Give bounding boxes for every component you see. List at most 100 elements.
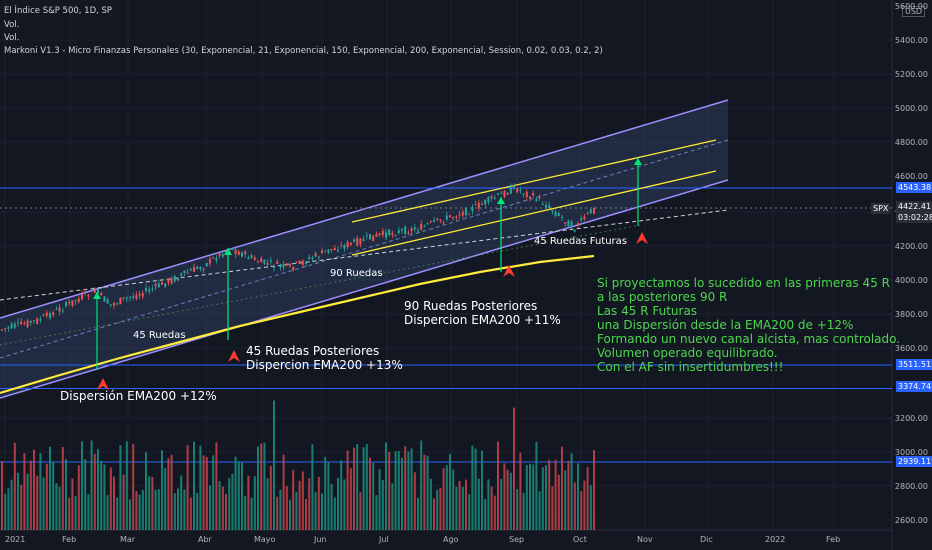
candle-body-14	[45, 312, 48, 316]
volume-bar-31	[100, 460, 103, 530]
volume-bar-151	[484, 499, 487, 530]
volume-bar-59	[189, 497, 192, 530]
volume-bar-30	[97, 448, 99, 530]
candle-body-62	[199, 267, 202, 269]
volume-bar-96	[308, 478, 311, 530]
candle-body-53	[170, 278, 173, 284]
red-arrow-1	[228, 350, 240, 362]
candle-body-27	[87, 294, 90, 297]
volume-bar-167	[535, 441, 538, 530]
price-label-3: 5000.00	[894, 104, 928, 113]
volume-bar-123	[394, 451, 397, 530]
volume-bar-43	[138, 494, 141, 530]
candle-body-145	[465, 207, 467, 216]
candle-body-10	[33, 320, 35, 322]
volume-bar-106	[340, 460, 343, 530]
volume-bar-21	[68, 497, 71, 530]
annotation-post45-line2: Dispercion EMA200 +13%	[246, 358, 403, 372]
volume-bar-99	[317, 476, 320, 530]
candle-body-23	[74, 300, 77, 302]
candle-body-143	[458, 214, 461, 216]
candle-body-34	[109, 304, 112, 306]
volume-bar-117	[375, 495, 378, 530]
volume-bar-10	[33, 449, 35, 530]
candle-body-169	[541, 204, 544, 206]
candle-body-77	[247, 257, 250, 260]
volume-bar-17	[55, 483, 58, 530]
volume-bar-173	[554, 459, 557, 530]
volume-bar-69	[221, 486, 224, 530]
candle-body-159	[509, 186, 512, 194]
volume-bar-90	[289, 499, 291, 530]
candle-body-182	[583, 216, 586, 219]
symbol-title[interactable]: El Índice S&P 500, 1D, SP	[4, 6, 113, 16]
volume-bar-2	[7, 488, 10, 530]
volume-bar-5	[17, 472, 19, 530]
candle-body-81	[260, 258, 263, 263]
volume-bar-140	[449, 453, 451, 530]
candle-body-183	[586, 213, 589, 215]
time-label-2: Mar	[120, 535, 136, 544]
price-label-8: 4000.00	[894, 276, 928, 285]
candle-body-1	[4, 328, 7, 330]
volume-bar-148	[474, 448, 477, 530]
time-label-3: Abr	[198, 535, 212, 544]
volume-bar-142	[455, 486, 458, 530]
candle-body-58	[186, 272, 189, 274]
volume-bar-84	[269, 466, 272, 530]
volume-bar-103	[330, 483, 333, 530]
volume-bar-57	[183, 489, 186, 530]
candle-body-18	[58, 307, 61, 312]
candle-body-110	[353, 239, 355, 242]
volume-bar-7	[23, 453, 26, 530]
annotation-post90-line1: 90 Ruedas Posteriores	[404, 299, 538, 313]
price-tag-6: 2939.11	[896, 456, 932, 467]
volume-bar-108	[346, 450, 349, 530]
volume-bar-159	[509, 472, 512, 530]
volume-bar-137	[439, 488, 442, 530]
candle-body-30	[97, 289, 99, 293]
time-label-0: 2021	[5, 535, 26, 544]
candle-body-63	[202, 268, 205, 270]
volume-bar-45	[145, 452, 147, 530]
volume-bar-53	[170, 454, 173, 530]
volume-bar-60	[193, 441, 195, 530]
candle-body-7	[23, 323, 26, 325]
volume-bar-184	[589, 485, 592, 530]
volume-bar-179	[573, 482, 576, 530]
candle-body-5	[17, 321, 19, 323]
annotation-45-ruedas: 45 Ruedas	[133, 330, 186, 341]
outer-channel-mid	[0, 139, 729, 359]
candle-body-180	[577, 223, 579, 226]
candle-body-90	[289, 264, 291, 267]
volume-bar-147	[471, 445, 474, 530]
volume-bar-177	[567, 460, 570, 530]
candle-body-174	[557, 213, 560, 217]
candle-body-103	[330, 249, 333, 251]
candle-body-105	[337, 249, 339, 252]
candle-body-52	[167, 279, 170, 283]
candle-body-176	[564, 222, 567, 224]
volume-bar-116	[372, 462, 375, 530]
volume-bar-72	[231, 473, 234, 530]
candle-body-148	[474, 204, 477, 206]
volume-bar-145	[465, 479, 467, 530]
candle-body-37	[119, 297, 122, 305]
candle-body-175	[561, 216, 563, 218]
candle-body-117	[375, 233, 378, 237]
projection-line-6: Volumen operado equilibrado.	[597, 346, 778, 360]
indicator-label[interactable]: Markoni V1.3 - Micro Finanzas Personales…	[4, 46, 603, 56]
candle-body-154	[493, 197, 496, 199]
price-label-1: 5400.00	[894, 36, 928, 45]
annotation-dispersion-1: Dispersión EMA200 +12%	[60, 389, 217, 403]
volume-bar-65	[209, 485, 211, 530]
candle-body-184	[589, 209, 592, 214]
candle-body-80	[257, 261, 259, 263]
volume-bar-22	[71, 478, 74, 530]
candle-body-102	[327, 249, 330, 253]
volume-bar-70	[225, 493, 227, 530]
volume-bar-127	[407, 451, 410, 530]
candle-body-33	[106, 299, 109, 304]
volume-bar-181	[580, 491, 583, 530]
